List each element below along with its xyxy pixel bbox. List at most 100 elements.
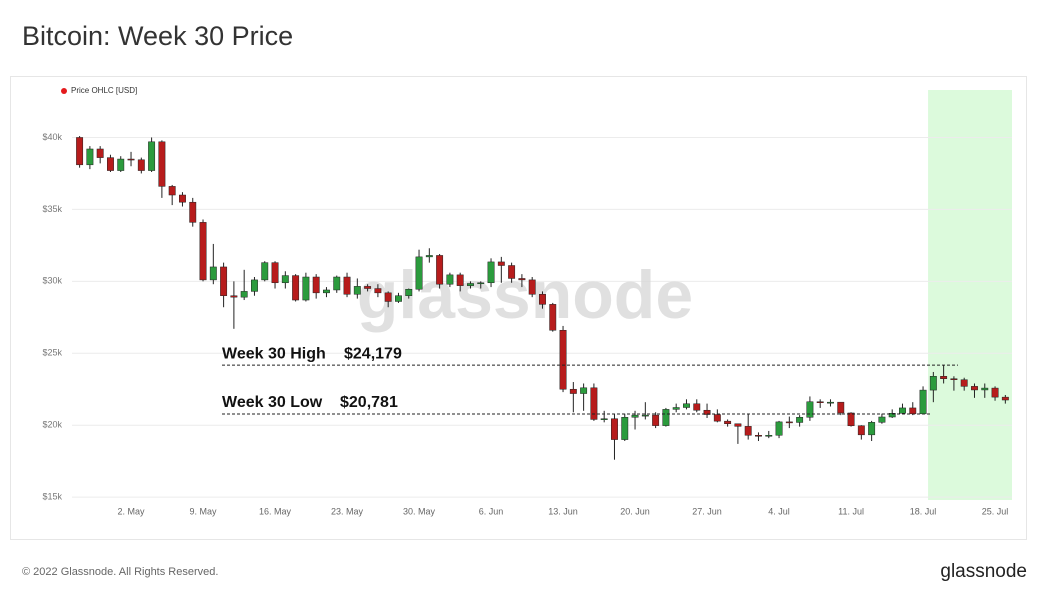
candle-body [971,386,978,391]
x-tick-label: 30. May [403,506,436,516]
candle-body [652,414,660,426]
chart-frame [10,76,1027,540]
candle-body [425,255,433,258]
x-tick-label: 27. Jun [692,506,722,516]
candle-body [549,304,557,331]
annotation-label: Week 30 High [222,345,326,362]
candle-body [693,403,701,411]
x-tick-label: 16. May [259,506,292,516]
candle-body [837,401,845,414]
candle-body [672,407,680,410]
candle-body [755,435,762,437]
candle-body [158,141,166,187]
candle-body [384,292,392,302]
candle-body [785,421,793,424]
candle-body [827,401,834,404]
logo: glassnode [940,561,1027,582]
candle-body [899,407,906,414]
candle-body [261,262,269,281]
x-tick-label: 6. Jun [479,506,504,516]
candle-body [816,401,824,403]
x-tick-label: 20. Jun [620,506,650,516]
candle-body [96,148,104,158]
candle-body [713,414,721,422]
candle-body [395,295,402,302]
watermark: glassnode [357,257,693,333]
candle-body [868,422,876,436]
candle-body [847,412,855,427]
candle-body [981,387,989,391]
candle-body [909,407,917,415]
candle-body [467,283,474,286]
candle-body [559,329,567,390]
candle-body [107,157,114,171]
candle-body [137,159,145,171]
y-tick-label: $20k [42,420,62,430]
x-tick-label: 9. May [190,506,218,516]
candle-body [333,276,341,291]
x-tick-label: 11. Jul [838,506,864,516]
candle-body [888,413,896,418]
candle-body [528,279,536,295]
candle-body [703,409,711,415]
candle-body [724,420,732,425]
candle-body [240,291,248,298]
candle-body [878,416,886,423]
legend-label: Price OHLC [USD] [71,86,137,95]
candle-body [281,275,289,284]
candle-body [477,282,485,285]
candle-body [631,414,639,418]
candle-body [683,403,690,408]
annotation-label: Week 30 Low [222,394,323,411]
candle-body [580,387,588,394]
candle-body [929,376,937,391]
candle-body [374,288,382,294]
candle-body [353,286,361,295]
candle-body [271,262,279,284]
candle-body [518,278,526,281]
candle-body [590,387,598,420]
candle-body [323,289,330,294]
y-tick-label: $35k [42,204,62,214]
candle-body [662,409,670,426]
candle-body [209,266,217,281]
candle-body [76,137,84,166]
candle-body [611,418,618,440]
candle-body [765,435,773,437]
y-tick-label: $25k [42,348,62,358]
chart-title: Bitcoin: Week 30 Price [22,21,293,51]
candle-body [148,141,156,171]
candle-body [179,194,186,203]
candle-body [405,288,413,296]
y-tick-label: $40k [42,132,62,142]
candle-body [312,276,320,294]
annotation-value: $24,179 [344,345,402,362]
candle-body [446,274,454,285]
candle-body [641,414,649,417]
candle-body [292,275,300,301]
week-highlight [928,90,1012,500]
y-tick-label: $15k [42,491,62,501]
candle-body [189,201,197,223]
copyright: © 2022 Glassnode. All Rights Reserved. [22,566,218,578]
candle-body [199,222,207,281]
candle-body [796,417,804,423]
candle-body [940,376,948,379]
candle-body [569,388,577,394]
candle-body [508,265,516,279]
candle-body [127,158,135,161]
candle-body [168,186,176,196]
x-tick-label: 2. May [118,506,146,516]
candle-body [539,294,546,305]
legend-marker [61,88,67,94]
x-tick-label: 23. May [331,506,364,516]
candle-body [775,421,783,436]
candle-body [497,261,505,266]
candle-body [960,379,968,387]
candle-body [806,401,814,418]
candle-body [456,274,464,286]
candle-body [117,158,125,171]
candle-body [251,279,258,292]
